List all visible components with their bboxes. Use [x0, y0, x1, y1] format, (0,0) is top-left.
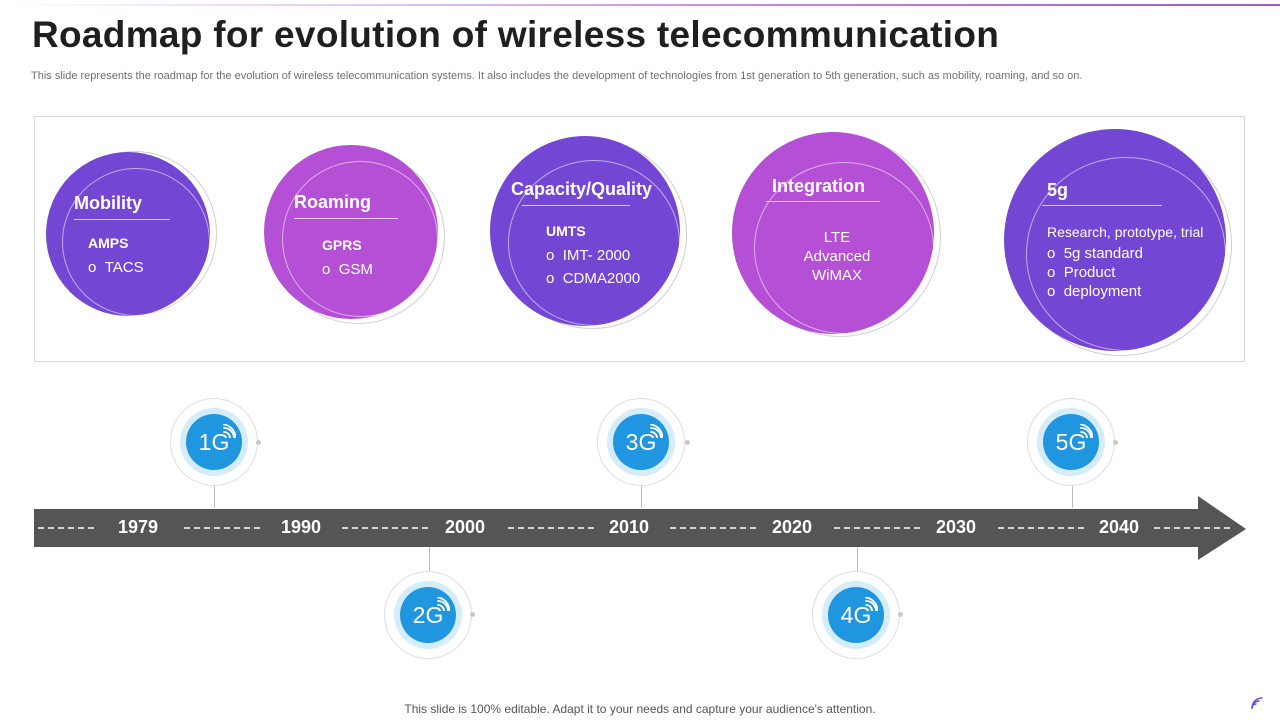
gen-badge-4g: 4G — [828, 587, 884, 643]
stage-inner-arc — [508, 160, 680, 326]
badge-connector — [429, 547, 430, 573]
stage-list-item: o CDMA2000 — [546, 270, 641, 287]
gen-badge-dot — [256, 440, 261, 445]
stage-subheading: UMTS — [546, 223, 586, 239]
gen-badge-label: 4G — [840, 602, 872, 628]
badge-connector — [641, 486, 642, 508]
wifi-signal-icon — [437, 597, 450, 611]
stage-intro: Research, prototype, trial — [1047, 224, 1204, 240]
wifi-signal-icon — [1080, 424, 1093, 438]
stage-list-item-text: TACS — [104, 259, 144, 276]
gen-badge-label: 2G — [412, 602, 444, 628]
badge-connector — [1072, 486, 1073, 508]
stage-subheading: AMPS — [88, 235, 129, 251]
stage-heading-rule — [766, 201, 880, 202]
timeline-year: 2000 — [444, 517, 486, 537]
page-title: Roadmap for evolution of wireless teleco… — [32, 14, 1000, 55]
stage-list-item: o Product — [1047, 264, 1116, 281]
top-accent-line — [0, 4, 1280, 6]
gen-badge-3g: 3G — [613, 414, 669, 470]
timeline-year: 2040 — [1098, 517, 1140, 537]
gen-badge-dot — [470, 612, 475, 617]
stage-heading: Integration — [772, 176, 865, 196]
stage-subheading: GPRS — [322, 237, 362, 253]
stage-heading: 5g — [1047, 180, 1069, 200]
stage-bubble-integration — [732, 132, 934, 334]
timeline-arrow — [34, 496, 1246, 560]
gen-badge-1g: 1G — [186, 414, 242, 470]
stage-bubble-capacity-quality — [490, 136, 680, 326]
stage-heading-rule — [522, 205, 630, 206]
stage-tech-line: Advanced — [803, 248, 871, 265]
timeline-year: 2020 — [771, 517, 813, 537]
stage-list-item: o TACS — [88, 259, 144, 276]
stage-bubble-mobility — [46, 152, 210, 316]
stage-list-item-text: Product — [1063, 264, 1116, 281]
stage-list-item-text: IMT- 2000 — [562, 247, 631, 264]
stage-tech-line: LTE — [823, 229, 851, 246]
timeline-year: 2030 — [935, 517, 977, 537]
gen-badge-dot — [1113, 440, 1118, 445]
gen-badge-2g: 2G — [400, 587, 456, 643]
stage-list-item: o IMT- 2000 — [546, 247, 631, 264]
timeline-year: 1979 — [117, 517, 159, 537]
gen-badge-dot — [898, 612, 903, 617]
stage-heading-rule — [1042, 205, 1162, 206]
stage-heading: Roaming — [294, 192, 372, 212]
stage-inner-arc — [282, 161, 438, 317]
stage-tech-list: LTE Advanced WiMAX — [777, 228, 897, 285]
stage-list-item-text: CDMA2000 — [562, 270, 641, 287]
wifi-signal-icon — [650, 424, 663, 438]
gen-badge-label: 1G — [198, 429, 230, 455]
stage-inner-arc — [754, 162, 934, 334]
page-subtitle: This slide represents the roadmap for th… — [31, 70, 1083, 82]
footer-note: This slide is 100% editable. Adapt it to… — [404, 702, 876, 716]
stage-list-item-text: GSM — [338, 261, 373, 278]
stage-list-item: o deployment — [1047, 283, 1142, 300]
stage-list-item: o 5g standard — [1047, 245, 1143, 262]
badge-connector — [857, 547, 858, 573]
stage-inner-arc — [62, 168, 210, 316]
gen-badge-label: 3G — [625, 429, 657, 455]
stage-inner-arc — [1026, 157, 1226, 351]
stage-heading: Mobility — [74, 193, 142, 213]
wifi-signal-icon — [223, 424, 236, 438]
gen-badge-dot — [685, 440, 690, 445]
stages-panel — [34, 116, 1245, 362]
stage-bubble-5g — [1004, 129, 1226, 351]
brand-logo-icon — [1251, 697, 1263, 709]
badge-connector — [214, 486, 215, 508]
stage-list-item: o GSM — [322, 261, 373, 278]
stage-heading-rule — [294, 218, 398, 219]
stage-tech-line: WiMAX — [812, 267, 862, 284]
wifi-signal-icon — [865, 597, 878, 611]
gen-badge-5g: 5G — [1043, 414, 1099, 470]
stage-list-item-text: deployment — [1063, 283, 1142, 300]
stage-heading-rule — [74, 219, 170, 220]
timeline-year: 2010 — [608, 517, 650, 537]
stage-heading: Capacity/Quality — [511, 179, 653, 199]
gen-badge-label: 5G — [1055, 429, 1087, 455]
timeline-year: 1990 — [280, 517, 322, 537]
stage-list-item-text: 5g standard — [1063, 245, 1143, 262]
stage-bubble-roaming — [264, 145, 438, 319]
